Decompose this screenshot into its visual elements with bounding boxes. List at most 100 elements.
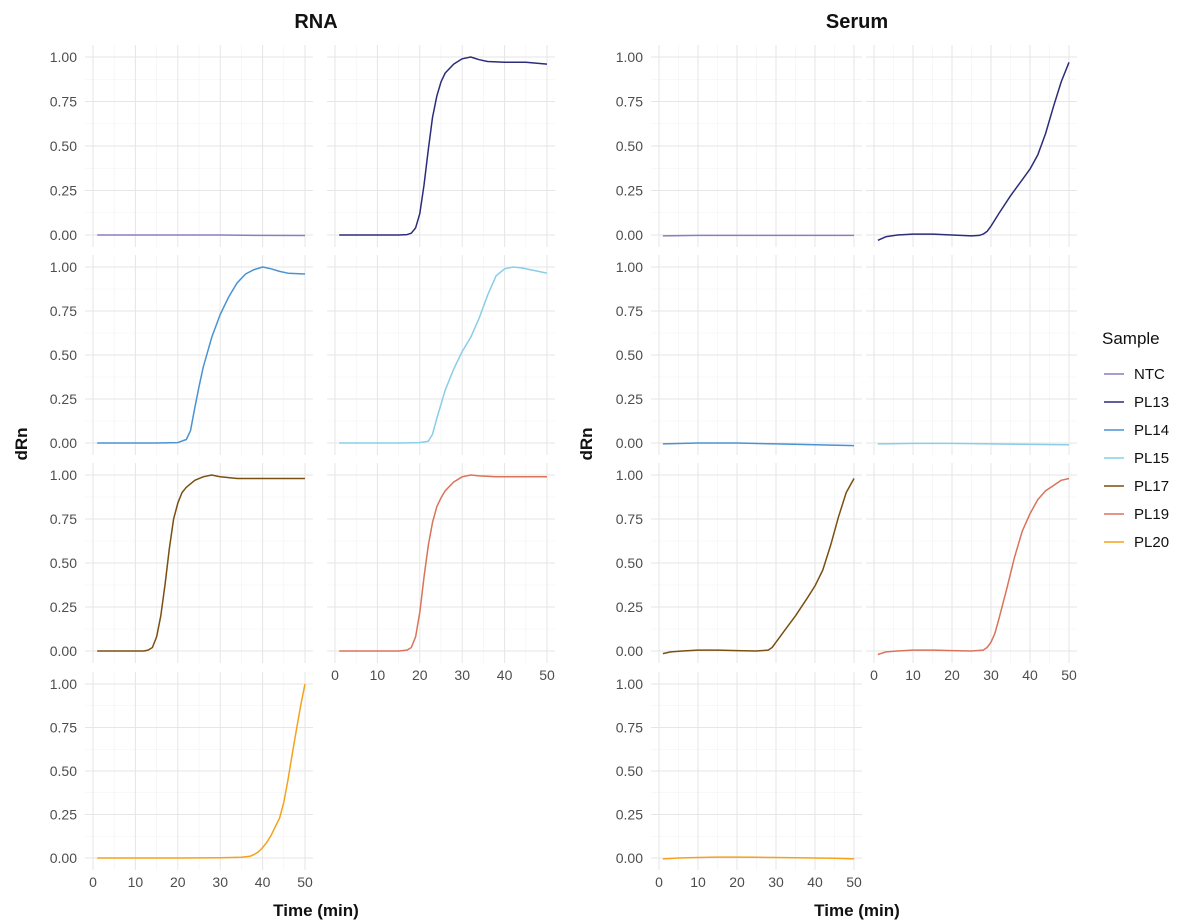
- y-tick-label: 0.50: [50, 347, 77, 363]
- facet-serum-pl17: 0.00 0.25 0.50 0.75 1.00: [616, 463, 862, 663]
- y-tick-label: 0.75: [616, 94, 643, 110]
- x-tick-label: 50: [846, 874, 862, 890]
- x-tick-label: 40: [1022, 667, 1038, 683]
- y-tick-label: 1.00: [616, 49, 643, 65]
- y-tick-label: 0.25: [50, 599, 77, 615]
- y-tick-label: 0.00: [50, 850, 77, 866]
- legend-label: PL19: [1134, 506, 1169, 523]
- rna-y-axis-title: dRn: [12, 427, 31, 460]
- facet-serum-pl19: 0 10 20 30 40 50: [866, 463, 1077, 683]
- x-tick-label: 30: [212, 874, 228, 890]
- x-tick-label: 40: [807, 874, 823, 890]
- series-line-rna-pl15: [339, 266, 548, 444]
- legend-label: PL13: [1134, 394, 1169, 411]
- y-tick-label: 0.00: [616, 850, 643, 866]
- series-line-serum-pl20: [662, 856, 855, 860]
- series-line-rna-pl14: [97, 266, 306, 444]
- y-tick-label: 0.50: [616, 138, 643, 154]
- y-tick-label: 0.25: [50, 391, 77, 407]
- rna-panel-title: RNA: [294, 11, 337, 33]
- y-tick-label: 0.50: [616, 763, 643, 779]
- legend: Sample NTC PL13 PL14 PL15 PL17 PL19 PL20: [1102, 329, 1169, 551]
- rna-x-axis-title: Time (min): [273, 901, 359, 920]
- x-tick-label: 10: [690, 874, 706, 890]
- y-tick-label: 0.50: [616, 555, 643, 571]
- facet-serum-pl20: 0.00 0.25 0.50 0.75 1.00 0 10 20 30 40 50: [616, 672, 862, 890]
- y-tick-label: 1.00: [616, 259, 643, 275]
- x-tick-label: 50: [297, 874, 313, 890]
- facet-rna-pl15: [327, 255, 555, 455]
- facet-serum-ntc: 0.00 0.25 0.50 0.75 1.00: [616, 45, 862, 247]
- facet-panels: 0.00 0.25 0.50 0.75 1.00 0.00 0.25 0.50 0.75 1.00…: [50, 45, 1077, 890]
- legend-label: PL20: [1134, 534, 1169, 551]
- series-line-rna-pl19: [339, 474, 547, 652]
- x-tick-label: 0: [870, 667, 878, 683]
- x-tick-label: 30: [454, 667, 470, 683]
- series-line-serum-pl15: [877, 442, 1070, 446]
- x-tick-label: 40: [497, 667, 513, 683]
- y-tick-label: 0.25: [616, 183, 643, 199]
- y-tick-label: 0.25: [50, 807, 77, 823]
- y-tick-label: 0.00: [50, 643, 77, 659]
- y-tick-label: 0.00: [616, 435, 643, 451]
- x-tick-label: 0: [331, 667, 339, 683]
- legend-label: NTC: [1134, 366, 1165, 383]
- x-tick-label: 20: [170, 874, 186, 890]
- x-tick-label: 30: [983, 667, 999, 683]
- legend-item-pl19: PL19: [1104, 506, 1169, 523]
- series-line-rna-pl17: [97, 474, 305, 652]
- legend-item-pl15: PL15: [1104, 450, 1169, 467]
- y-tick-label: 1.00: [50, 259, 77, 275]
- legend-item-pl20: PL20: [1104, 534, 1169, 551]
- x-tick-label: 10: [905, 667, 921, 683]
- y-tick-label: 0.75: [616, 303, 643, 319]
- series-line-rna-ntc: [97, 234, 306, 237]
- series-line-serum-pl17: [662, 478, 855, 655]
- legend-title: Sample: [1102, 329, 1160, 348]
- y-tick-label: 0.50: [616, 347, 643, 363]
- facet-rna-pl19: 0 10 20 30 40 50: [327, 463, 555, 683]
- y-tick-label: 0.00: [616, 643, 643, 659]
- y-tick-label: 1.00: [50, 676, 77, 692]
- series-line-serum-pl14: [662, 442, 855, 447]
- x-tick-label: 30: [768, 874, 784, 890]
- x-tick-label: 20: [412, 667, 428, 683]
- x-tick-label: 10: [128, 874, 144, 890]
- y-tick-label: 0.75: [50, 303, 77, 319]
- legend-label: PL15: [1134, 450, 1169, 467]
- x-tick-label: 0: [655, 874, 663, 890]
- y-tick-label: 0.00: [50, 435, 77, 451]
- y-tick-label: 0.25: [50, 183, 77, 199]
- y-tick-label: 0.25: [616, 391, 643, 407]
- facet-rna-pl20: 0.00 0.25 0.50 0.75 1.00 0 10 20 30 40 50: [50, 672, 313, 890]
- y-tick-label: 0.75: [616, 511, 643, 527]
- y-tick-label: 1.00: [50, 49, 77, 65]
- x-tick-label: 50: [539, 667, 555, 683]
- series-line-serum-ntc: [662, 234, 854, 237]
- series-line-serum-pl19: [877, 477, 1070, 656]
- x-tick-label: 50: [1061, 667, 1077, 683]
- legend-item-pl14: PL14: [1104, 422, 1169, 439]
- facet-serum-pl13: [866, 45, 1077, 247]
- legend-item-pl13: PL13: [1104, 394, 1169, 411]
- serum-panel-title: Serum: [826, 11, 888, 33]
- x-tick-label: 20: [729, 874, 745, 890]
- legend-label: PL17: [1134, 478, 1169, 495]
- x-tick-label: 0: [89, 874, 97, 890]
- facet-rna-ntc: 0.00 0.25 0.50 0.75 1.00: [50, 45, 313, 247]
- y-tick-label: 0.25: [616, 807, 643, 823]
- series-line-rna-pl20: [97, 683, 306, 859]
- facet-rna-pl14: 0.00 0.25 0.50 0.75 1.00: [50, 255, 313, 455]
- facet-serum-pl15: [866, 255, 1077, 455]
- y-tick-label: 0.75: [50, 94, 77, 110]
- x-tick-label: 40: [255, 874, 271, 890]
- series-line-serum-pl13: [877, 62, 1070, 241]
- facet-rna-pl13: [327, 45, 555, 247]
- x-tick-label: 20: [944, 667, 960, 683]
- y-tick-label: 0.50: [50, 763, 77, 779]
- y-tick-label: 0.00: [616, 227, 643, 243]
- serum-x-axis-title: Time (min): [814, 901, 900, 920]
- y-tick-label: 0.50: [50, 555, 77, 571]
- legend-item-ntc: NTC: [1104, 366, 1165, 383]
